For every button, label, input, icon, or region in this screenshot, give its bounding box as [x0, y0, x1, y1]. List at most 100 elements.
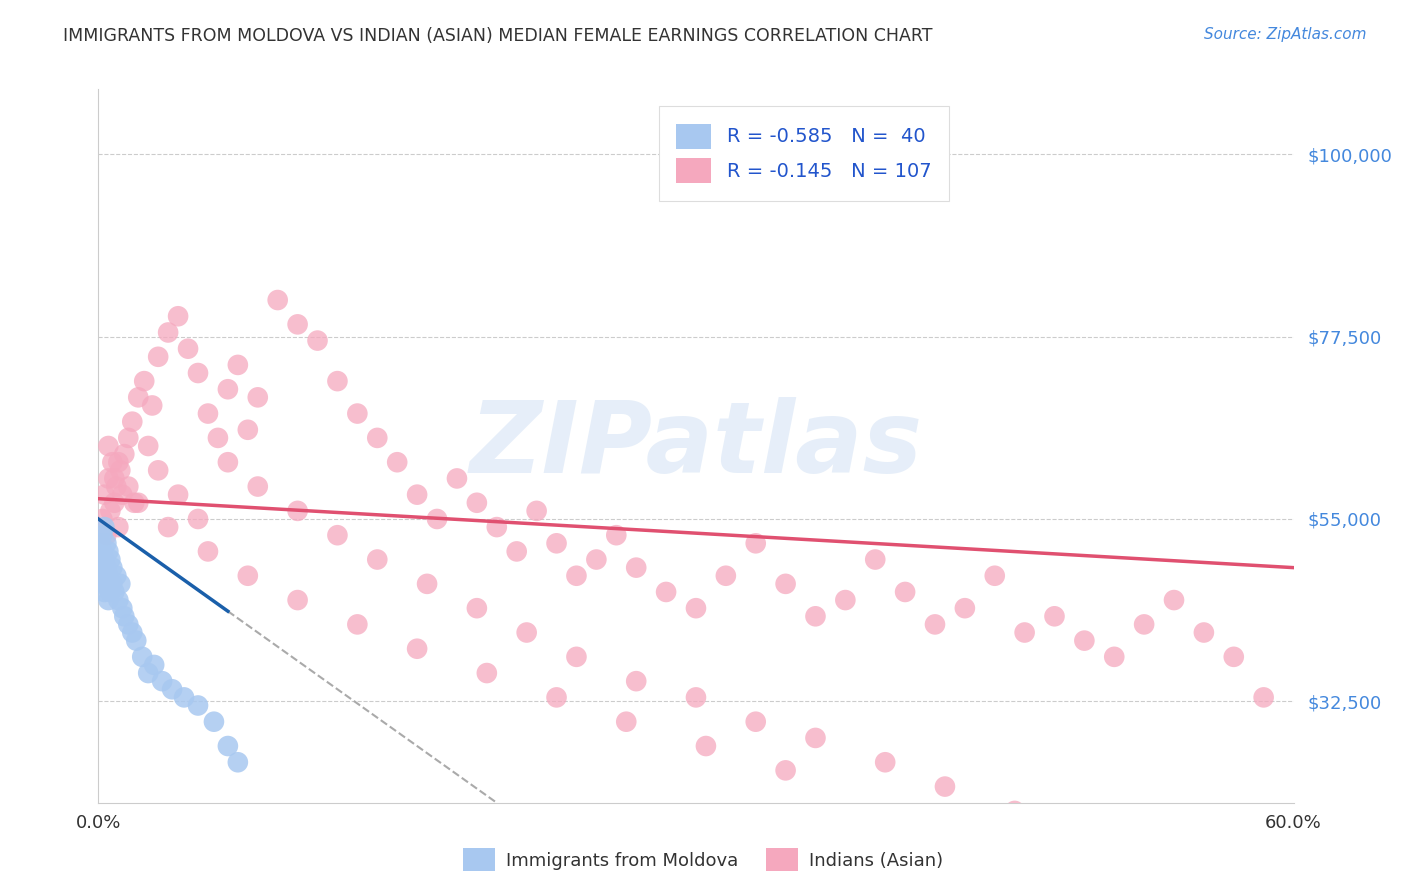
- Point: [141, 399, 163, 413]
- Point: [1004, 804, 1026, 818]
- Point: [112, 609, 135, 624]
- Point: [984, 568, 1007, 582]
- Point: [107, 593, 129, 607]
- Point: [121, 625, 143, 640]
- Point: [446, 471, 468, 485]
- Point: [97, 471, 120, 485]
- Point: [91, 577, 114, 591]
- Point: [111, 488, 134, 502]
- Point: [217, 455, 239, 469]
- Point: [157, 520, 180, 534]
- Point: [1063, 828, 1085, 842]
- Point: [103, 471, 125, 485]
- Point: [585, 552, 607, 566]
- Point: [485, 520, 508, 534]
- Text: ZIPatlas: ZIPatlas: [470, 398, 922, 494]
- Point: [202, 714, 225, 729]
- Point: [326, 374, 349, 388]
- Point: [406, 488, 429, 502]
- Point: [93, 552, 115, 566]
- Point: [416, 577, 439, 591]
- Point: [160, 682, 183, 697]
- Point: [207, 431, 229, 445]
- Point: [110, 577, 132, 591]
- Point: [91, 544, 114, 558]
- Point: [655, 585, 678, 599]
- Point: [101, 577, 124, 591]
- Point: [565, 649, 588, 664]
- Point: [136, 439, 159, 453]
- Point: [93, 488, 115, 502]
- Point: [1223, 649, 1246, 664]
- Point: [91, 512, 114, 526]
- Point: [89, 568, 111, 582]
- Point: [1104, 649, 1126, 664]
- Point: [875, 756, 897, 770]
- Point: [91, 528, 114, 542]
- Point: [107, 520, 129, 534]
- Point: [775, 577, 797, 591]
- Point: [924, 617, 946, 632]
- Point: [465, 601, 488, 615]
- Point: [775, 764, 797, 778]
- Point: [565, 568, 588, 582]
- Point: [426, 512, 449, 526]
- Point: [894, 585, 917, 599]
- Point: [506, 544, 529, 558]
- Point: [287, 593, 309, 607]
- Point: [101, 455, 124, 469]
- Point: [1043, 609, 1066, 624]
- Point: [96, 536, 118, 550]
- Text: Source: ZipAtlas.com: Source: ZipAtlas.com: [1204, 27, 1367, 42]
- Point: [226, 756, 249, 770]
- Point: [187, 698, 209, 713]
- Point: [366, 431, 388, 445]
- Point: [173, 690, 195, 705]
- Text: IMMIGRANTS FROM MOLDOVA VS INDIAN (ASIAN) MEDIAN FEMALE EARNINGS CORRELATION CHA: IMMIGRANTS FROM MOLDOVA VS INDIAN (ASIAN…: [63, 27, 932, 45]
- Point: [307, 334, 329, 348]
- Point: [217, 382, 239, 396]
- Point: [124, 496, 146, 510]
- Point: [96, 560, 118, 574]
- Point: [98, 585, 122, 599]
- Point: [1014, 625, 1036, 640]
- Point: [546, 536, 568, 550]
- Point: [1123, 853, 1146, 867]
- Point: [157, 326, 180, 340]
- Point: [117, 617, 139, 632]
- Point: [685, 601, 707, 615]
- Point: [1253, 690, 1275, 705]
- Point: [134, 374, 156, 388]
- Point: [804, 731, 827, 745]
- Point: [131, 649, 153, 664]
- Point: [187, 366, 209, 380]
- Point: [516, 625, 538, 640]
- Point: [125, 633, 148, 648]
- Point: [93, 520, 115, 534]
- Point: [103, 585, 125, 599]
- Point: [98, 504, 122, 518]
- Point: [745, 536, 768, 550]
- Point: [745, 714, 768, 729]
- Point: [89, 536, 111, 550]
- Point: [97, 544, 120, 558]
- Point: [865, 552, 887, 566]
- Point: [148, 350, 170, 364]
- Point: [326, 528, 349, 542]
- Point: [236, 423, 259, 437]
- Point: [1073, 633, 1095, 648]
- Point: [127, 390, 149, 404]
- Point: [96, 528, 118, 542]
- Point: [614, 714, 637, 729]
- Point: [148, 463, 170, 477]
- Point: [167, 310, 190, 324]
- Point: [287, 504, 309, 518]
- Point: [465, 496, 488, 510]
- Point: [93, 568, 115, 582]
- Point: [97, 568, 120, 582]
- Point: [96, 577, 118, 591]
- Point: [197, 544, 219, 558]
- Point: [366, 552, 388, 566]
- Point: [804, 609, 827, 624]
- Legend: Immigrants from Moldova, Indians (Asian): Immigrants from Moldova, Indians (Asian): [456, 841, 950, 879]
